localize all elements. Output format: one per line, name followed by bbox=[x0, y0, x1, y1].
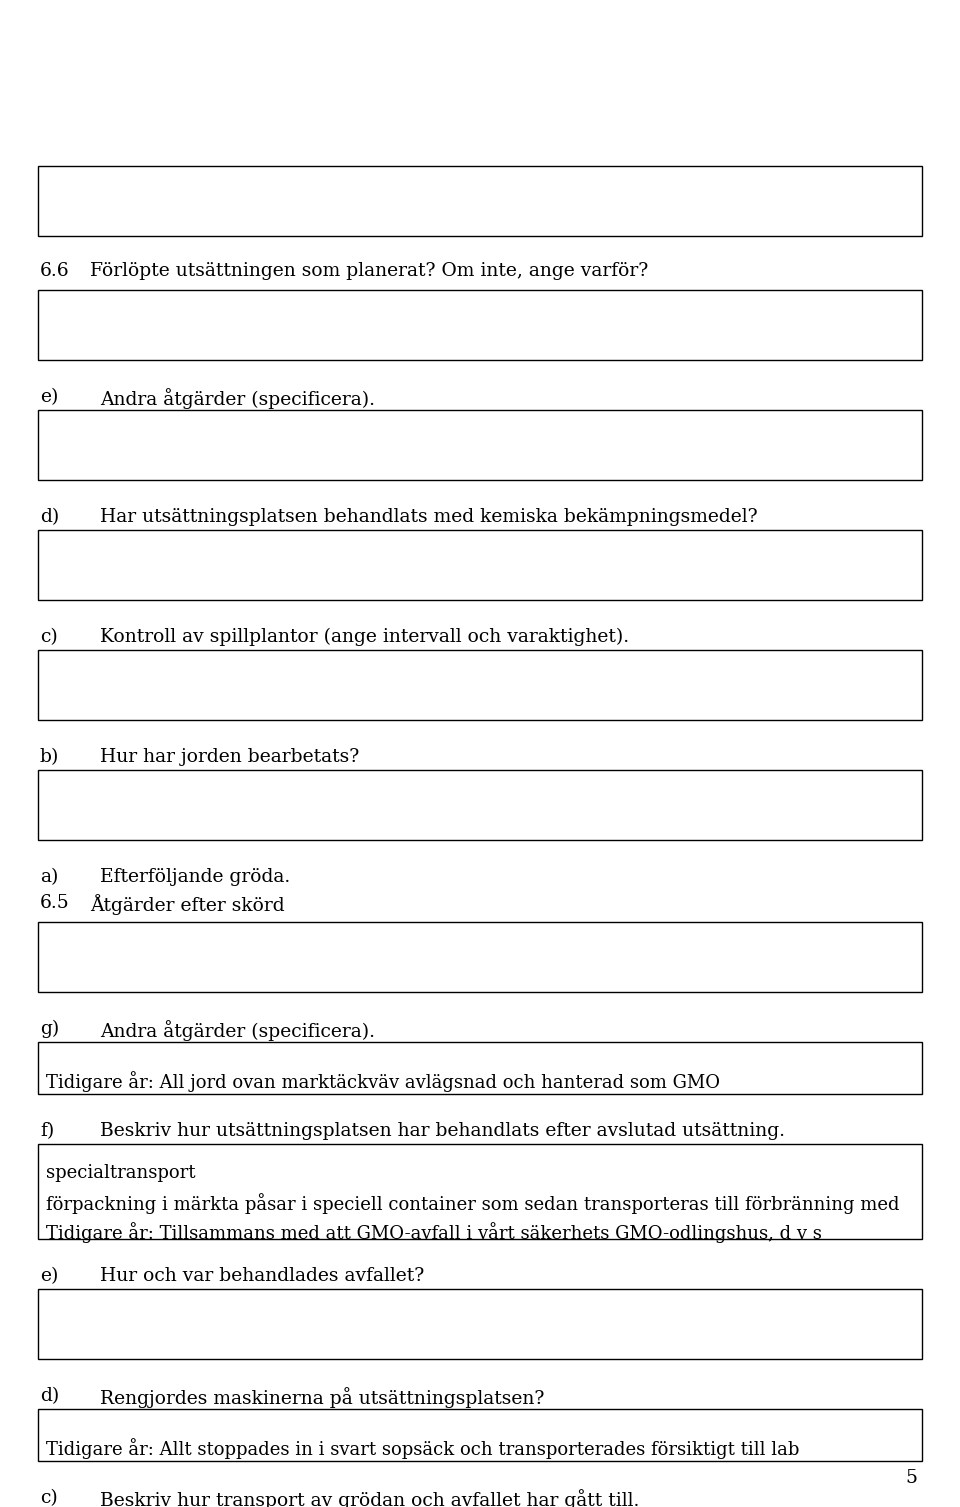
Text: Har utsättningsplatsen behandlats med kemiska bekämpningsmedel?: Har utsättningsplatsen behandlats med ke… bbox=[100, 508, 757, 526]
Bar bbox=[38, 410, 922, 481]
Bar bbox=[38, 922, 922, 992]
Text: Tidigare år: Allt stoppades in i svart sopsäck och transporterades försiktigt ti: Tidigare år: Allt stoppades in i svart s… bbox=[46, 1438, 800, 1459]
Bar bbox=[38, 289, 922, 360]
Text: specialtransport: specialtransport bbox=[46, 1163, 196, 1181]
Text: 6.6: 6.6 bbox=[40, 262, 70, 280]
Text: b): b) bbox=[40, 747, 60, 766]
Text: e): e) bbox=[40, 387, 59, 405]
Text: Rengjordes maskinerna på utsättningsplatsen?: Rengjordes maskinerna på utsättningsplat… bbox=[100, 1386, 544, 1408]
Text: Tidigare år: All jord ovan marktäckväv avlägsnad och hanterad som GMO: Tidigare år: All jord ovan marktäckväv a… bbox=[46, 1071, 720, 1093]
Text: c): c) bbox=[40, 1489, 58, 1507]
Text: Förlöpte utsättningen som planerat? Om inte, ange varför?: Förlöpte utsättningen som planerat? Om i… bbox=[90, 262, 648, 280]
Bar bbox=[38, 1409, 922, 1460]
Bar bbox=[38, 1041, 922, 1094]
Text: Beskriv hur utsättningsplatsen har behandlats efter avslutad utsättning.: Beskriv hur utsättningsplatsen har behan… bbox=[100, 1123, 785, 1139]
Text: Tidigare år: Tillsammans med att GMO-avfall i vårt säkerhets GMO-odlingshus, d v: Tidigare år: Tillsammans med att GMO-avf… bbox=[46, 1222, 822, 1243]
Text: g): g) bbox=[40, 1020, 60, 1038]
Text: f): f) bbox=[40, 1123, 55, 1139]
Bar bbox=[38, 650, 922, 720]
Text: Efterföljande gröda.: Efterföljande gröda. bbox=[100, 868, 290, 886]
Text: c): c) bbox=[40, 628, 58, 647]
Text: d): d) bbox=[40, 508, 60, 526]
Bar bbox=[38, 166, 922, 237]
Text: 5: 5 bbox=[905, 1469, 917, 1487]
Text: e): e) bbox=[40, 1267, 59, 1285]
Bar bbox=[38, 1144, 922, 1239]
Text: Beskriv hur transport av grödan och avfallet har gått till.: Beskriv hur transport av grödan och avfa… bbox=[100, 1489, 639, 1507]
Bar bbox=[38, 530, 922, 600]
Text: Hur och var behandlades avfallet?: Hur och var behandlades avfallet? bbox=[100, 1267, 424, 1285]
Bar bbox=[38, 1288, 922, 1359]
Text: förpackning i märkta påsar i speciell container som sedan transporteras till för: förpackning i märkta påsar i speciell co… bbox=[46, 1194, 900, 1213]
Text: Andra åtgärder (specificera).: Andra åtgärder (specificera). bbox=[100, 387, 375, 408]
Text: Andra åtgärder (specificera).: Andra åtgärder (specificera). bbox=[100, 1020, 375, 1041]
Text: a): a) bbox=[40, 868, 59, 886]
Text: Kontroll av spillplantor (ange intervall och varaktighet).: Kontroll av spillplantor (ange intervall… bbox=[100, 628, 629, 647]
Text: Åtgärder efter skörd: Åtgärder efter skörd bbox=[90, 894, 284, 915]
Bar bbox=[38, 770, 922, 839]
Text: 6.5: 6.5 bbox=[40, 894, 70, 912]
Text: Hur har jorden bearbetats?: Hur har jorden bearbetats? bbox=[100, 747, 359, 766]
Text: d): d) bbox=[40, 1386, 60, 1405]
